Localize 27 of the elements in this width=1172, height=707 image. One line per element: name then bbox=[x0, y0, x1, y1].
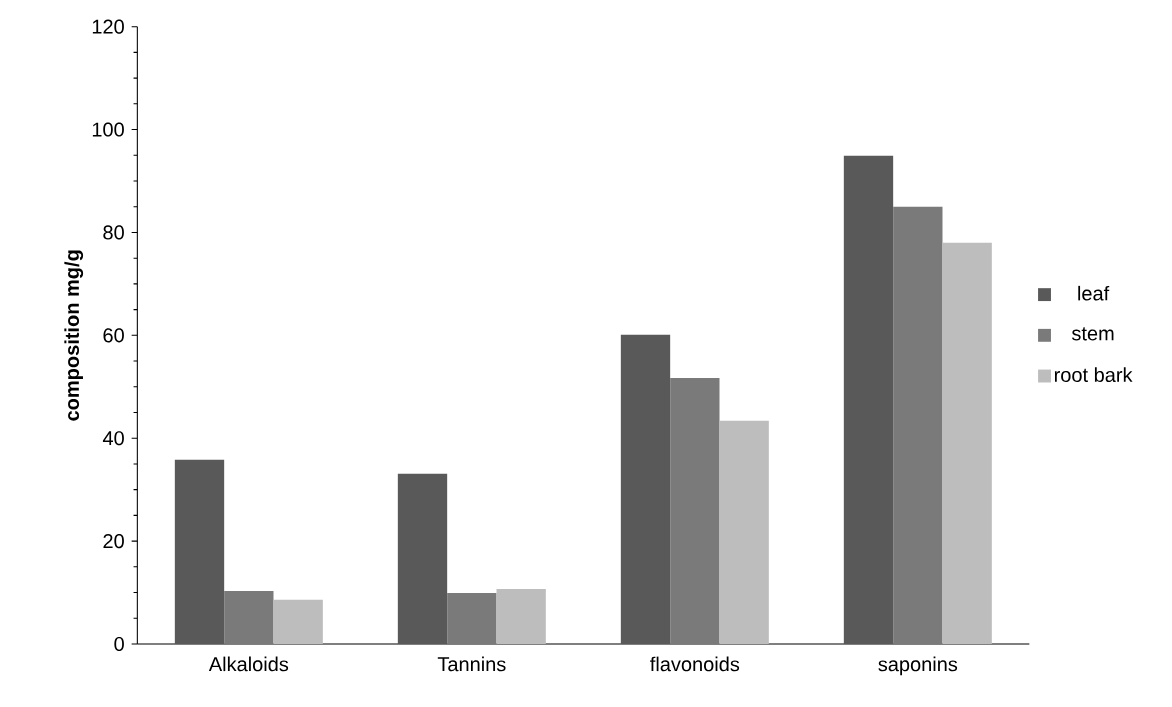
bar bbox=[397, 473, 448, 645]
legend-label: root bark bbox=[1054, 367, 1133, 383]
bar bbox=[447, 593, 497, 645]
bar bbox=[942, 242, 992, 645]
y-tick-label: 20 bbox=[103, 534, 124, 549]
bar bbox=[273, 599, 323, 645]
bar bbox=[670, 378, 720, 645]
x-tick-label: saponins bbox=[878, 656, 958, 676]
x-tick-label: Tannins bbox=[437, 656, 506, 672]
y-axis-title: composition mg/g bbox=[64, 250, 84, 421]
bar bbox=[843, 155, 894, 645]
legend-label: stem bbox=[1071, 327, 1114, 341]
bar bbox=[496, 589, 546, 645]
bar bbox=[719, 420, 769, 645]
x-tick-label: flavonoids bbox=[650, 656, 740, 672]
bar bbox=[174, 459, 225, 645]
bar bbox=[620, 334, 671, 645]
bar bbox=[893, 206, 943, 645]
y-tick-label: 80 bbox=[103, 225, 124, 240]
y-tick-label: 120 bbox=[92, 19, 124, 34]
bar bbox=[224, 591, 274, 645]
x-tick-label: Alkaloids bbox=[208, 656, 289, 672]
legend-label: leaf bbox=[1078, 286, 1110, 301]
y-tick-label: 60 bbox=[103, 328, 124, 343]
y-tick-label: 100 bbox=[92, 122, 124, 137]
y-tick-label: 40 bbox=[102, 431, 124, 446]
y-tick-label: 0 bbox=[114, 637, 124, 652]
